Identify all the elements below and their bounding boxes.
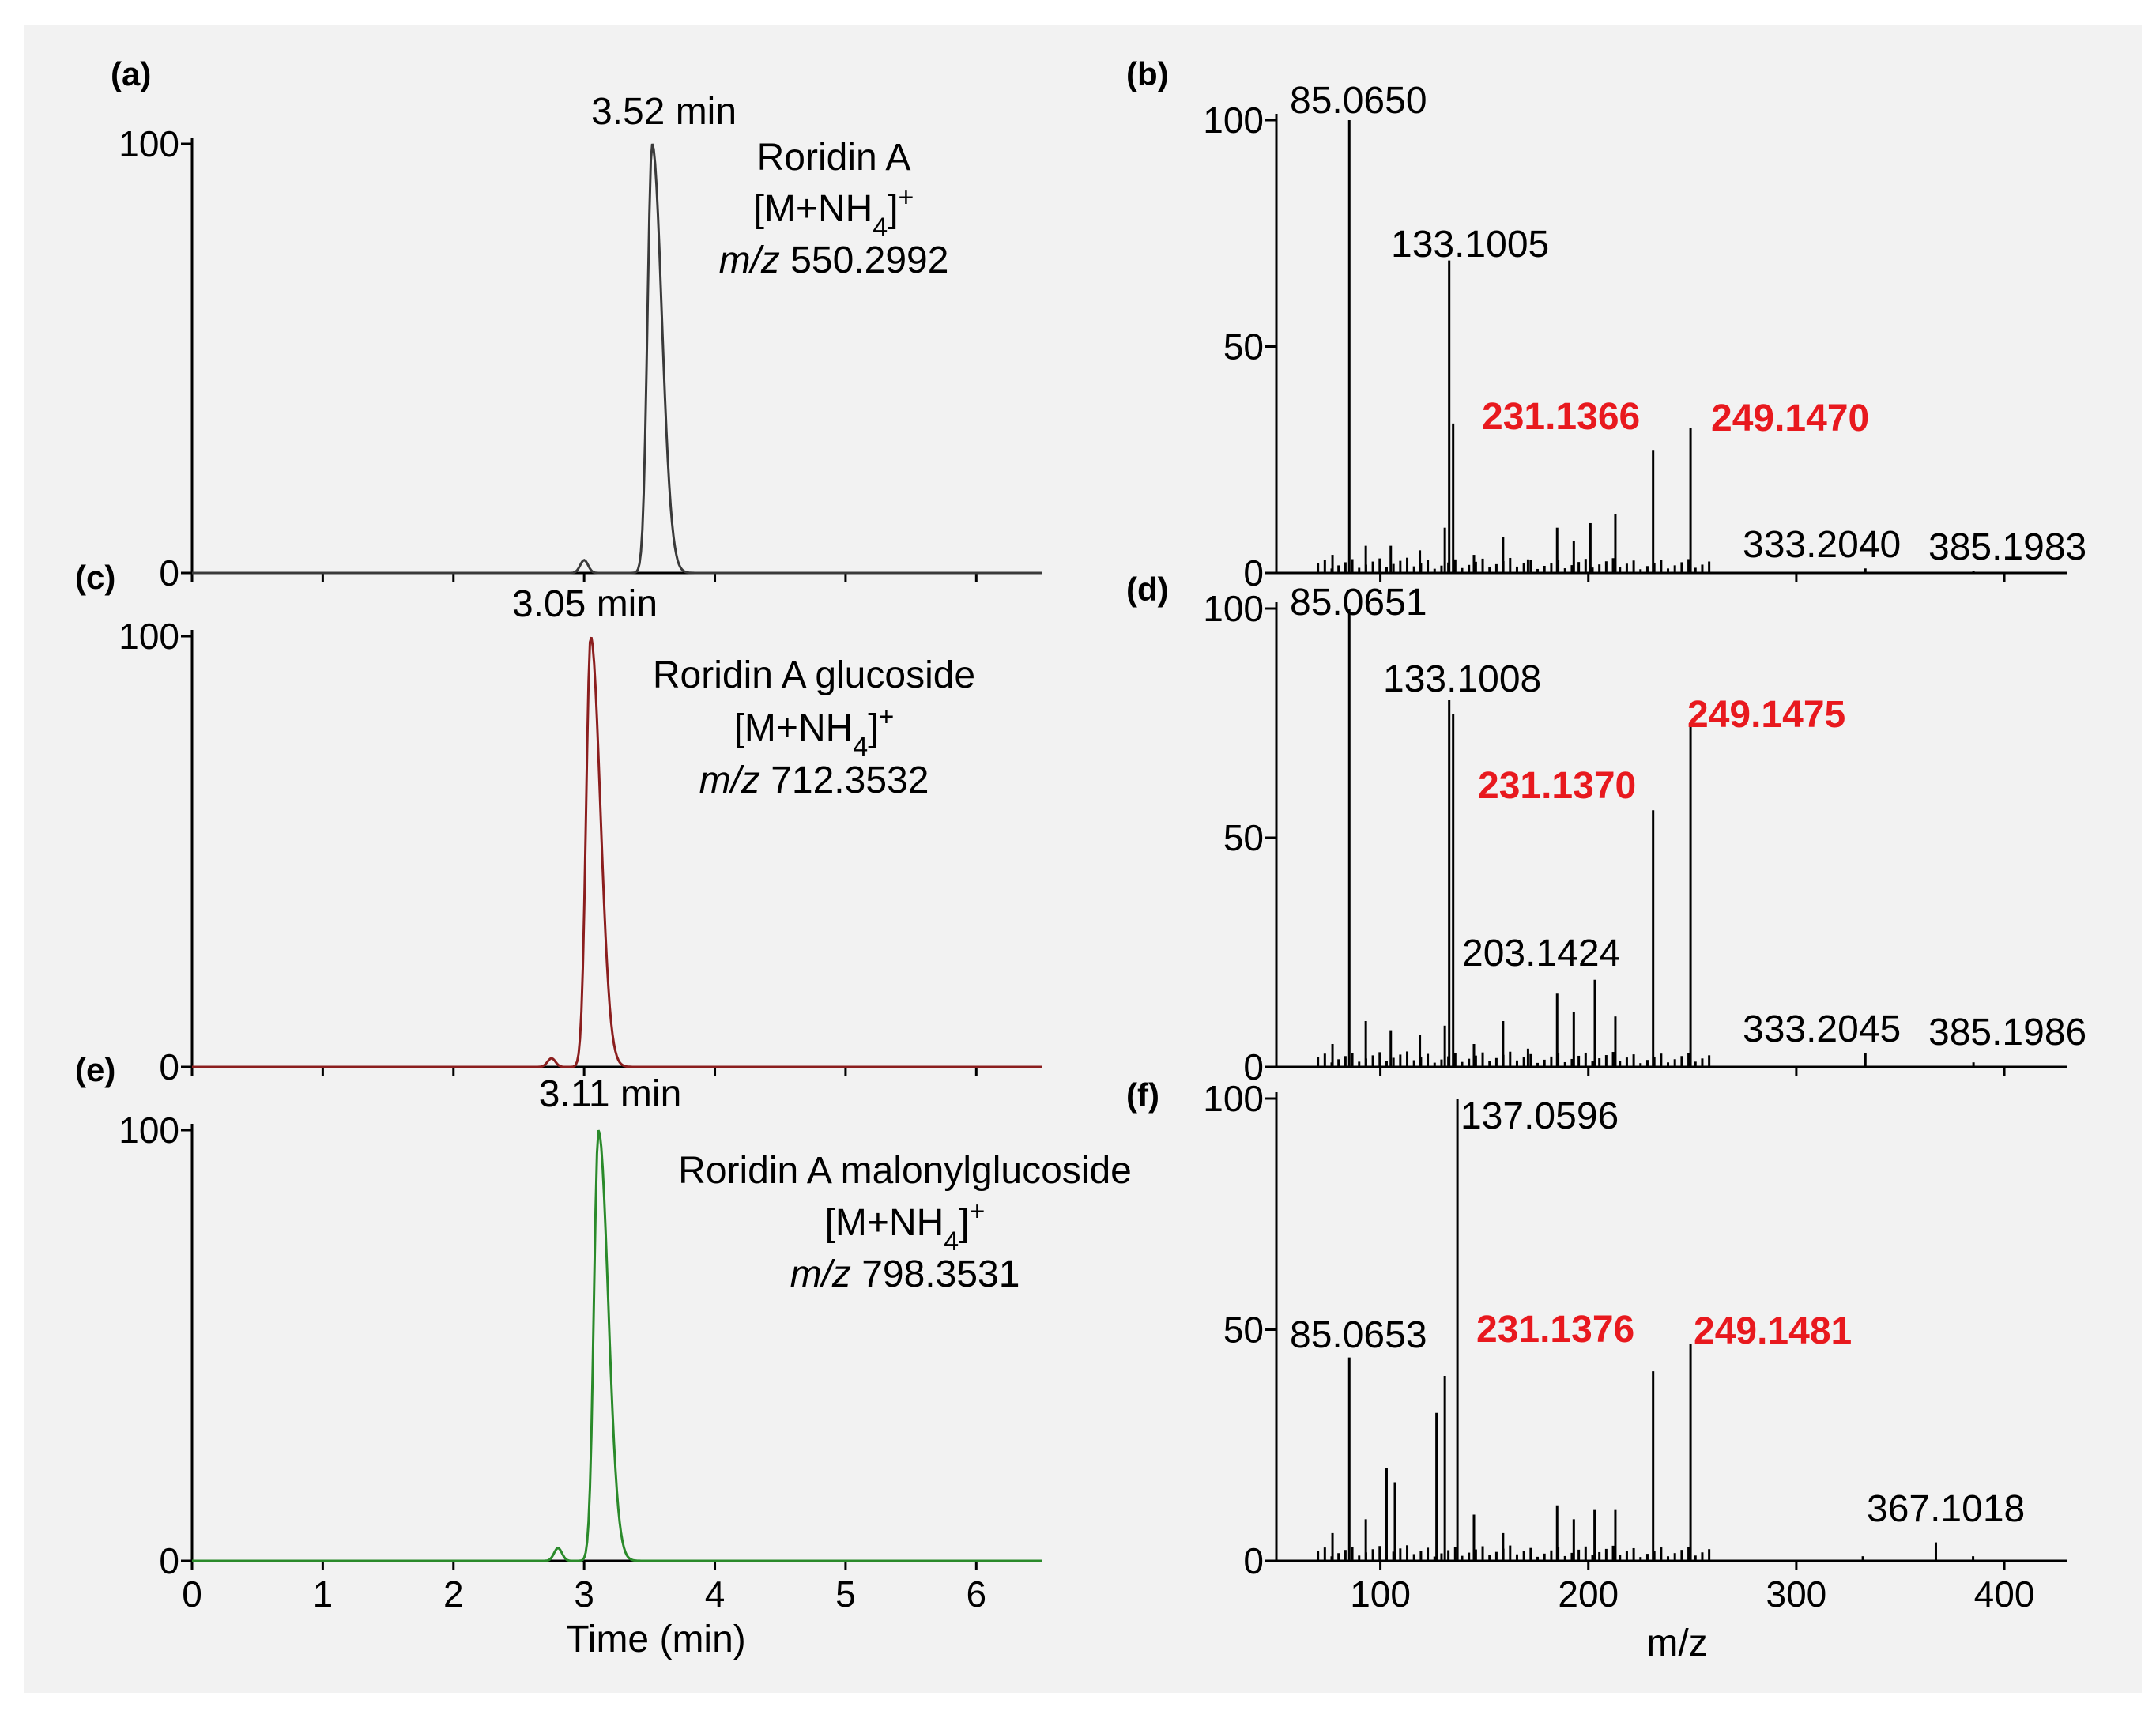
fragment-label: 85.0651 xyxy=(1290,582,1427,624)
fragment-label-highlighted: 231.1366 xyxy=(1482,396,1640,438)
y-tick-label: 0 xyxy=(1243,552,1264,594)
x-tick-label: 200 xyxy=(1558,1573,1619,1615)
panel-label: (e) xyxy=(75,1051,115,1088)
fragment-label: 333.2040 xyxy=(1743,524,1901,566)
y-tick-label: 100 xyxy=(1203,588,1264,629)
y-tick-label: 100 xyxy=(1203,100,1264,141)
y-tick-label: 100 xyxy=(1203,1078,1264,1119)
x-tick-label: 5 xyxy=(835,1573,856,1615)
precursor-mz-label: m/z 712.3532 xyxy=(699,759,929,801)
fragment-label: 133.1005 xyxy=(1391,224,1549,266)
spectrum-panel-f: 100 50 0 100 200 300 400 m/z (f) 137.0596 85.0653 2… xyxy=(1126,1076,2067,1664)
fragment-label: 85.0653 xyxy=(1290,1314,1427,1356)
y-tick-label: 0 xyxy=(159,552,179,594)
x-tick-label: 0 xyxy=(182,1573,202,1615)
fragment-label: 385.1983 xyxy=(1928,526,2086,568)
spectrum-panel-b: 100 50 0 (b) 85.0650 133.1005 231.1366 249.1470… xyxy=(1126,55,2086,594)
chromatogram-trace xyxy=(192,1129,1042,1562)
y-tick-label: 100 xyxy=(119,123,179,164)
adduct-label: [M+NH4]+ xyxy=(754,183,914,243)
y-tick-label: 100 xyxy=(119,1110,179,1151)
x-tick-label: 400 xyxy=(1974,1573,2035,1615)
fragment-label: 85.0650 xyxy=(1290,80,1427,122)
panel-label: (a) xyxy=(111,55,151,92)
retention-time-label: 3.05 min xyxy=(512,583,658,625)
x-tick-label: 1 xyxy=(313,1573,334,1615)
y-tick-label: 100 xyxy=(119,616,179,657)
x-tick-label: 2 xyxy=(443,1573,464,1615)
compound-name: Roridin A xyxy=(757,137,911,179)
fragment-label-highlighted: 249.1481 xyxy=(1694,1310,1852,1352)
y-tick-label: 0 xyxy=(1243,1046,1264,1087)
retention-time-label: 3.52 min xyxy=(591,91,737,133)
compound-name: Roridin A malonylglucoside xyxy=(678,1150,1132,1192)
fragment-label: 367.1018 xyxy=(1867,1488,2025,1530)
retention-time-label: 3.11 min xyxy=(539,1073,682,1115)
y-tick-label: 50 xyxy=(1223,326,1264,367)
panel-label: (f) xyxy=(1126,1076,1159,1114)
fragment-label-highlighted: 249.1475 xyxy=(1687,694,1845,736)
precursor-mz-label: m/z 550.2992 xyxy=(719,239,949,281)
adduct-label: [M+NH4]+ xyxy=(825,1197,986,1257)
panel-label: (c) xyxy=(75,559,115,596)
fragment-label: 133.1008 xyxy=(1383,658,1541,700)
y-tick-label: 0 xyxy=(1243,1540,1264,1581)
precursor-mz-label: m/z 798.3531 xyxy=(790,1253,1020,1295)
fragment-label-highlighted: 249.1470 xyxy=(1711,398,1869,439)
x-tick-label: 100 xyxy=(1350,1573,1411,1615)
figure-background xyxy=(24,25,2142,1693)
x-axis-title: Time (min) xyxy=(566,1619,746,1660)
fragment-label: 137.0596 xyxy=(1461,1095,1619,1137)
spectrum-panel-d: 100 50 0 (d) 85.0651 133.1008 231.1370 249.1475… xyxy=(1126,571,2086,1087)
chromatogram-panel-a: 100 0 (a) 3.52 min Roridin A[M+NH4]+m/z 550.… xyxy=(111,55,1042,594)
fragment-label-highlighted: 231.1376 xyxy=(1476,1309,1634,1351)
adduct-label: [M+NH4]+ xyxy=(734,702,895,762)
chromatogram-trace xyxy=(192,636,1042,1068)
fragment-label: 385.1986 xyxy=(1928,1012,2086,1053)
chromatogram-panel-c: 100 0 (c) 3.05 min Roridin A glucoside [M+NH4… xyxy=(75,559,1042,1087)
x-tick-label: 6 xyxy=(967,1573,987,1615)
x-tick-label: 3 xyxy=(574,1573,594,1615)
panel-label: (b) xyxy=(1126,55,1169,92)
chromatogram-trace xyxy=(192,143,1042,575)
y-tick-label: 0 xyxy=(159,1046,179,1087)
y-tick-label: 50 xyxy=(1223,1310,1264,1351)
x-axis-title: m/z xyxy=(1646,1622,1707,1664)
chromatogram-panel-e: 100 00 1 2 3 4 5 6 Time (min) (e) 3.11 min Roridin … xyxy=(75,1051,1132,1660)
fragment-label-highlighted: 231.1370 xyxy=(1478,765,1636,807)
y-tick-label: 50 xyxy=(1223,817,1264,858)
compound-name: Roridin A glucoside xyxy=(653,654,975,696)
fragment-label: 333.2045 xyxy=(1743,1008,1901,1050)
fragment-label: 203.1424 xyxy=(1462,933,1620,974)
x-tick-label: 4 xyxy=(705,1573,726,1615)
panel-label: (d) xyxy=(1126,571,1169,608)
y-tick-label: 0 xyxy=(159,1540,179,1581)
x-tick-label: 300 xyxy=(1766,1573,1827,1615)
